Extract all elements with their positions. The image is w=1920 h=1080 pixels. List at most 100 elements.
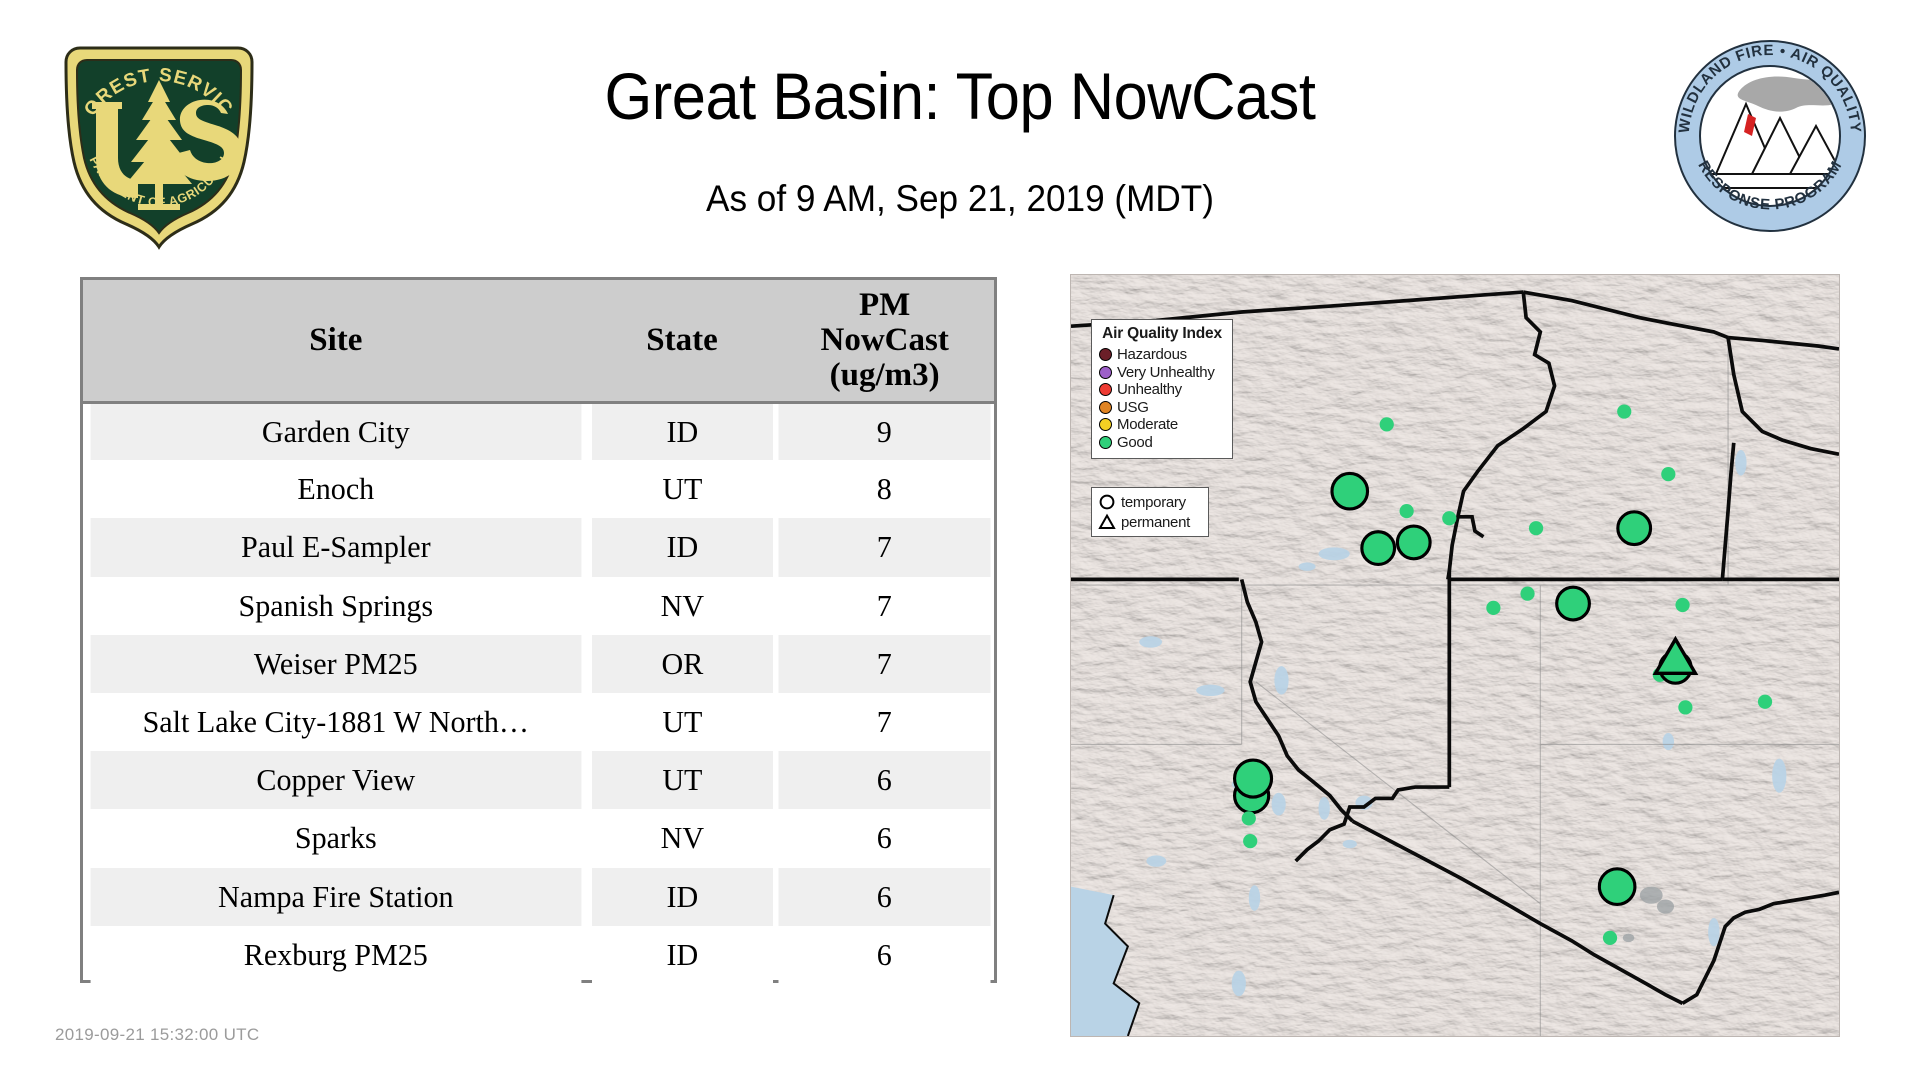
pm-header-line-3: (ug/m3)	[829, 356, 940, 393]
usfs-shield-logo: FOREST SERVICE DEPARTMENT OF AGRICULTURE	[45, 16, 266, 250]
table-row: Garden City ID 9	[83, 402, 994, 461]
footer-timestamp: 2019-09-21 15:32:00 UTC	[55, 1025, 260, 1044]
monitor-marker-good[interactable]	[1243, 834, 1258, 849]
monitor-marker-good[interactable]	[1597, 867, 1637, 906]
cell-pm: 8	[778, 460, 991, 519]
map-canvas	[1071, 275, 1839, 1036]
marker-legend-label: temporary	[1121, 493, 1186, 511]
cell-state: NV	[591, 809, 773, 868]
cell-state: ID	[591, 867, 773, 926]
monitor-marker-good[interactable]	[1399, 504, 1414, 519]
table-body: Garden City ID 9 Enoch UT 8 Paul E-Sampl…	[83, 402, 994, 984]
monitor-marker-good[interactable]	[1528, 521, 1544, 536]
monitor-marker-good[interactable]	[1555, 585, 1591, 622]
table-row: Copper View UT 6	[83, 751, 994, 810]
monitor-marker-good[interactable]	[1241, 811, 1256, 826]
monitor-marker-good[interactable]	[1379, 417, 1394, 432]
marker-legend-label: permanent	[1121, 513, 1191, 531]
monitor-marker-good[interactable]	[1232, 758, 1274, 799]
aqi-color-swatch-usg	[1099, 400, 1112, 414]
marker-legend-item-temporary: temporary	[1098, 492, 1202, 512]
triangle-marker-icon	[1098, 513, 1118, 531]
table-header-row: Site State PM NowCast (ug/m3)	[83, 280, 994, 404]
cell-site: Weiser PM25	[90, 634, 582, 693]
marker-legend-item-permanent: permanent	[1098, 512, 1202, 532]
aqi-color-swatch-hazardous	[1099, 348, 1112, 362]
aqi-legend-label: Good	[1117, 433, 1153, 451]
monitor-marker-good[interactable]	[1486, 600, 1501, 615]
cell-state: NV	[591, 576, 773, 635]
cell-state: UT	[591, 692, 773, 752]
monitor-marker-good[interactable]	[1661, 467, 1676, 482]
page-title: Great Basin: Top NowCast	[604, 59, 1316, 133]
cell-state: ID	[591, 518, 773, 577]
table-row: Weiser PM25 OR 7	[83, 634, 994, 693]
cell-site: Salt Lake City-1881 W North…	[90, 692, 582, 752]
aqi-color-swatch-very-unhealthy	[1099, 365, 1112, 379]
ocean-water	[1071, 886, 1140, 1036]
aqi-color-swatch-moderate	[1099, 418, 1112, 432]
monitor-marker-good[interactable]	[1678, 700, 1693, 715]
monitor-marker-good[interactable]	[1602, 930, 1618, 945]
cell-pm: 6	[778, 809, 991, 868]
monitor-markers	[1232, 404, 1773, 945]
cell-pm: 6	[778, 925, 991, 984]
aqi-legend-item-unhealthy: Unhealthy	[1099, 381, 1225, 399]
cell-state: ID	[591, 402, 773, 461]
monitor-marker-permanent-good[interactable]	[1652, 635, 1699, 675]
cell-pm: 6	[778, 751, 991, 810]
aqi-legend: Air Quality Index Hazardous Very Unhealt…	[1091, 319, 1233, 459]
table-row: Salt Lake City-1881 W North… UT 7	[83, 692, 994, 752]
page-subtitle: As of 9 AM, Sep 21, 2019 (MDT)	[706, 178, 1214, 219]
table-row: Enoch UT 8	[83, 460, 994, 519]
cell-site: Sparks	[90, 809, 582, 868]
table-row: Rexburg PM25 ID 6	[83, 925, 994, 984]
cell-pm: 7	[778, 576, 991, 635]
column-header-pm-nowcast: PM NowCast (ug/m3)	[775, 280, 994, 404]
pm-header-line-2: NowCast	[820, 321, 949, 358]
aqi-legend-item-moderate: Moderate	[1099, 416, 1225, 434]
aqi-legend-label: USG	[1117, 398, 1149, 416]
column-header-state: State	[588, 280, 776, 404]
monitor-marker-good[interactable]	[1330, 471, 1370, 511]
cell-site: Copper View	[90, 751, 582, 810]
monitor-marker-good[interactable]	[1360, 530, 1397, 567]
aqi-legend-item-very-unhealthy: Very Unhealthy	[1099, 364, 1225, 382]
cell-site: Garden City	[90, 402, 582, 461]
monitor-marker-good[interactable]	[1675, 597, 1690, 613]
aqi-color-swatch-unhealthy	[1099, 383, 1112, 397]
monitor-marker-good[interactable]	[1757, 694, 1773, 709]
aqi-legend-label: Hazardous	[1117, 346, 1187, 364]
aqi-color-swatch-good	[1099, 435, 1112, 449]
monitor-marker-good[interactable]	[1520, 586, 1535, 601]
marker-type-legend: temporary permanent	[1091, 487, 1209, 537]
cell-site: Spanish Springs	[90, 576, 582, 635]
circle-marker-icon	[1098, 493, 1118, 511]
aqi-legend-label: Unhealthy	[1117, 381, 1182, 399]
table-row: Sparks NV 6	[83, 809, 994, 868]
top-nowcast-table: Site State PM NowCast (ug/m3) Garden Cit…	[80, 277, 997, 984]
monitor-marker-good[interactable]	[1442, 511, 1457, 526]
monitor-marker-good[interactable]	[1616, 510, 1653, 547]
cell-site: Enoch	[90, 460, 582, 519]
aqi-legend-item-good: Good	[1099, 434, 1225, 452]
wildland-fire-air-quality-logo: WILDLAND FIRE • AIR QUALITY RESPONSE PRO…	[1672, 38, 1868, 234]
cell-site: Nampa Fire Station	[90, 867, 582, 926]
aqi-legend-item-hazardous: Hazardous	[1099, 346, 1225, 364]
cell-state: OR	[591, 634, 773, 693]
table-row: Nampa Fire Station ID 6	[83, 867, 994, 926]
cell-state: UT	[591, 751, 773, 810]
cell-pm: 9	[778, 402, 991, 461]
cell-pm: 7	[778, 634, 991, 693]
table-row: Paul E-Sampler ID 7	[83, 518, 994, 577]
monitor-marker-good[interactable]	[1395, 524, 1432, 561]
cell-pm: 6	[778, 867, 991, 926]
aqi-legend-title: Air Quality Index	[1102, 325, 1222, 342]
air-quality-map[interactable]: Air Quality Index Hazardous Very Unhealt…	[1070, 274, 1840, 1037]
cell-site: Rexburg PM25	[90, 925, 582, 984]
aqi-legend-label: Moderate	[1117, 416, 1178, 434]
monitor-marker-good[interactable]	[1617, 404, 1632, 419]
cell-pm: 7	[778, 518, 991, 577]
cell-pm: 7	[778, 692, 991, 752]
